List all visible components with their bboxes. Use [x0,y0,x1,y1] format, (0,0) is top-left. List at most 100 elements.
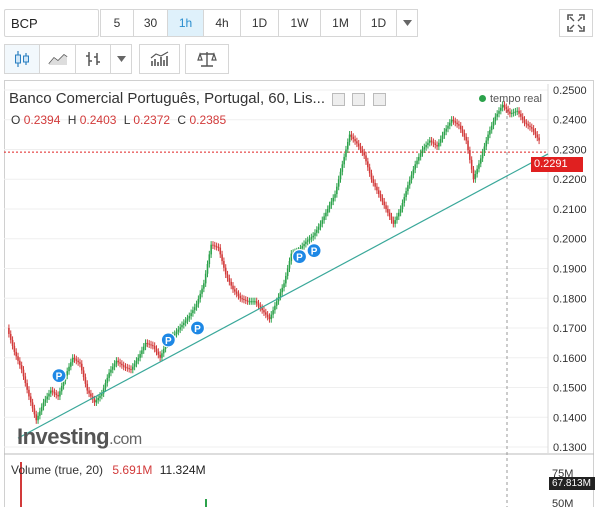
candle-body [308,238,311,241]
candle-body [232,285,234,290]
symbol-input[interactable]: BCP [4,9,99,37]
candle-body [387,208,389,213]
legend-toggle-icon[interactable] [332,92,346,106]
price-tick-label: 0.1300 [553,442,587,454]
candles-icon [15,51,29,67]
candle-body [359,146,362,150]
bar-type-button[interactable] [75,44,111,74]
candle-body [470,159,473,170]
dividend-marker[interactable]: P [189,320,206,336]
interval-1w[interactable]: 1W [278,9,321,37]
volume-bar [205,499,207,507]
interval-30[interactable]: 30 [133,9,168,37]
legend-settings-icon[interactable] [352,92,366,106]
candles-button[interactable] [4,44,40,74]
candle-body [162,348,165,354]
candle-body [130,368,132,370]
volume-legend[interactable]: Volume (true, 20) 5.691M 11.324M [11,463,206,477]
candle-body [430,140,433,143]
trendline[interactable] [17,153,549,439]
candle-body [445,128,447,132]
watermark-suffix: .com [109,431,142,448]
candle-body [186,318,189,321]
candle-body [223,261,225,268]
candle-body [496,113,498,117]
indicators-button[interactable] [139,44,180,74]
candle-body [224,267,227,275]
candle-body [434,143,437,146]
candle-body [498,110,500,114]
candle-body [492,121,495,126]
dividend-marker[interactable]: P [306,243,322,259]
candle-body [42,402,45,407]
candle-body [531,127,533,129]
candle-body [319,223,322,227]
candle-body [110,369,112,373]
candle-body [51,390,54,392]
candle-body [341,164,344,172]
candle-body [527,124,529,126]
candle-body [115,360,118,364]
candle-body [244,299,247,301]
candle-body [142,346,145,351]
candle-body [212,244,214,246]
candle-body [44,399,47,403]
legend-close-icon[interactable] [372,92,386,106]
volume-bar [20,462,22,507]
candle-body [133,363,136,367]
candle-body [510,113,513,115]
candle-body [323,216,325,221]
candle-body [454,121,457,123]
candle-body [501,104,504,108]
candle-body [279,292,282,297]
candle-body [418,156,420,161]
dividend-marker[interactable]: P [291,248,308,265]
marker-circle [291,248,308,265]
candle-body [254,301,256,303]
candle-body [215,246,218,248]
interval-1d-custom[interactable]: 1D [360,9,397,37]
candle-body [217,246,220,248]
candle-body [190,313,192,317]
candle-body [394,220,396,224]
price-tick-label: 0.1900 [553,264,587,276]
candle-body [348,134,351,143]
chart-legend-title[interactable]: Banco Comercial Português, Portugal, 60,… [9,90,386,107]
candle-body [427,142,429,146]
interval-1m[interactable]: 1M [320,9,361,37]
chart-type-dropdown[interactable] [110,44,132,74]
candle-body [195,304,198,308]
candle-body [237,293,240,297]
marker-circle [160,332,176,348]
candle-body [288,261,291,269]
candle-body [306,240,309,242]
candle-body [275,301,278,306]
compare-button[interactable] [185,44,229,74]
price-tick-label: 0.2300 [553,144,587,156]
candle-body [317,226,320,230]
candle-body [197,299,200,305]
candle-body [343,156,345,165]
candle-body [15,351,17,357]
marker-label: P [296,253,303,264]
candle-body [487,134,489,141]
interval-dropdown[interactable] [396,9,418,37]
dividend-marker[interactable]: P [51,368,67,384]
interval-5[interactable]: 5 [100,9,134,37]
candle-body [135,360,138,364]
candle-body [19,360,21,366]
dividend-marker[interactable]: P [160,332,176,348]
price-tick-label: 0.1700 [553,323,587,335]
candle-body [241,298,243,300]
fullscreen-button[interactable] [559,9,593,37]
candle-body [425,145,427,148]
interval-1d[interactable]: 1D [240,9,279,37]
candle-body [28,389,30,397]
ohlc-values: O 0.2394 H 0.2403 L 0.2372 C 0.2385 [11,113,230,127]
candle-body [104,383,107,389]
candle-body [356,141,358,144]
candle-body [346,142,349,150]
candle-body [219,247,222,255]
